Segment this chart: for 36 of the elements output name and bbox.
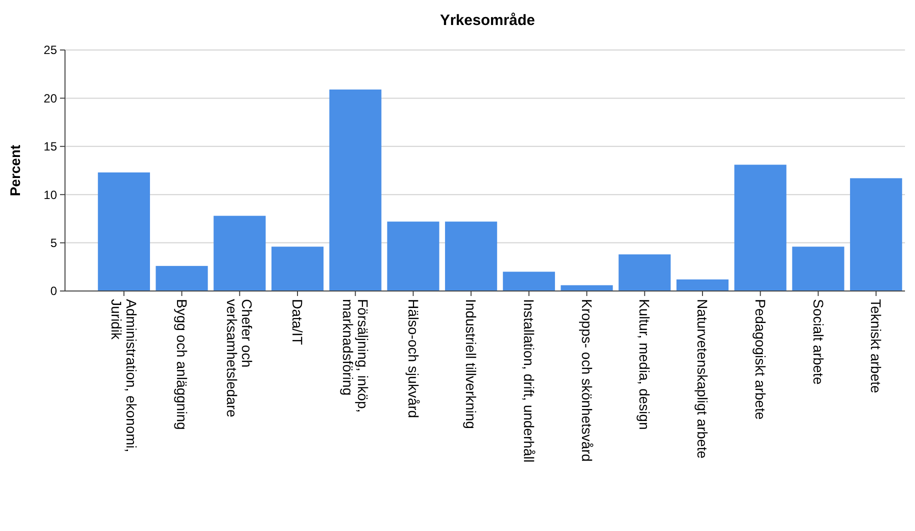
x-tick-label: Kultur, media, design [636, 299, 653, 430]
x-tick-label: Data/IT [290, 299, 306, 346]
bar [214, 216, 266, 291]
x-tick-label: Pedagogiskt arbete [752, 299, 768, 420]
bar [560, 285, 613, 291]
x-tick-label: Administration, ekonomi, Juridik [108, 299, 140, 452]
bar [271, 246, 324, 291]
x-tick-label: Kropps- och skönhetsvård [578, 299, 595, 462]
x-tick-label: Försäljning, inköp, marknadsföring [340, 299, 371, 413]
x-tick-label: Naturvetenskapligt arbete [694, 299, 711, 459]
bar [387, 222, 440, 291]
bar [850, 178, 902, 291]
y-tick-label: 5 [50, 236, 58, 250]
y-tick-label: 25 [44, 43, 58, 58]
x-tick-label: Chefer och verksamhetsledare [224, 299, 256, 418]
bar [618, 254, 671, 291]
x-tick-label: Installation, drift, underhåll [521, 299, 538, 462]
x-tick-label: Bygg och anläggning [174, 299, 190, 430]
bar [98, 172, 150, 291]
bar [734, 164, 786, 291]
bar [676, 279, 729, 291]
bar [156, 266, 208, 291]
bar [502, 272, 555, 291]
bar [445, 222, 498, 291]
y-axis-title: Percent [7, 144, 23, 196]
y-tick-label: 15 [44, 140, 58, 154]
x-tick-label: Hälso-och sjukvård [405, 299, 422, 418]
y-tick-label: 0 [50, 284, 58, 298]
bar [329, 90, 382, 291]
x-tick-label: Tekniskt arbete [868, 299, 884, 394]
x-tick-label: Industriell tillverkning [463, 299, 480, 429]
y-tick-label: 10 [44, 188, 58, 202]
x-tick-label: Socialt arbete [810, 299, 826, 385]
bar [792, 246, 844, 291]
chart-title: Yrkesområde [440, 12, 536, 29]
y-tick-label: 20 [44, 91, 58, 106]
